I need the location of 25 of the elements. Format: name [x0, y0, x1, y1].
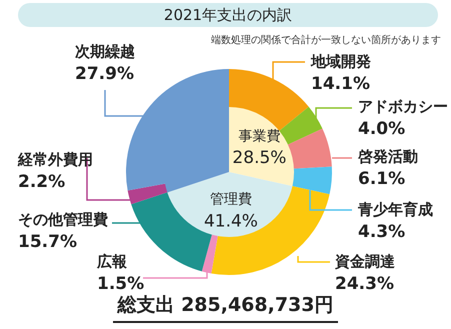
slice-label: その他管理費	[18, 210, 108, 228]
data-label: 4.0%	[358, 118, 406, 139]
data-label: 28.5%	[232, 148, 286, 168]
chart-title: 2021年支出の内訳	[18, 3, 438, 27]
slice-label: 次期繰越	[75, 42, 135, 60]
data-label: 4.3%	[358, 222, 406, 242]
data-label: 41.4%	[204, 211, 258, 232]
slice-label: 資金調達	[334, 252, 396, 270]
slice-label: 啓発活動	[357, 147, 418, 166]
slice-label: 青少年育成	[357, 200, 433, 218]
data-label: 24.3%	[335, 274, 394, 294]
data-label: 15.7%	[18, 232, 77, 252]
slice-label: 広報	[96, 252, 128, 270]
slice-label: 経常外費用	[17, 150, 93, 168]
slice-label: 事業費	[238, 128, 280, 144]
data-label: 1.5%	[97, 274, 144, 294]
text: 端数処理の関係で合計が一致しない箇所があります	[211, 34, 441, 47]
data-label: 2.2%	[18, 172, 66, 192]
slice-label: 管理費	[210, 192, 252, 208]
slice-label: アドボカシー	[358, 97, 448, 116]
data-label: 27.9%	[75, 64, 134, 84]
data-label: 14.1%	[311, 74, 370, 94]
data-label: 6.1%	[358, 168, 406, 189]
slice-label: 地域開発	[310, 52, 371, 70]
text: 総支出 285,468,733円	[113, 292, 338, 323]
